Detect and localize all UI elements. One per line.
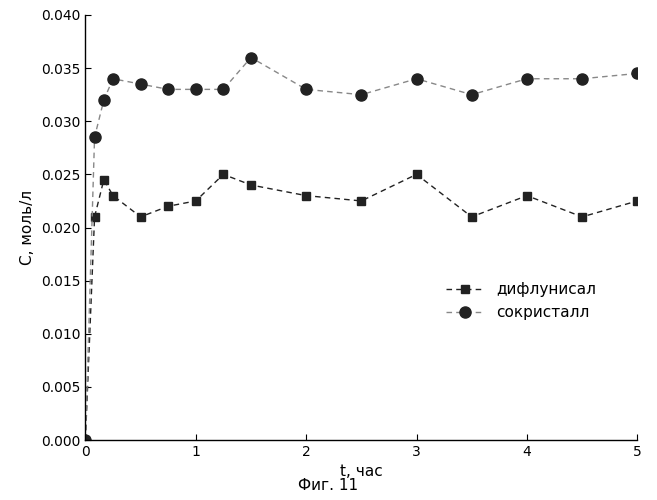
сокристалл <box>109 76 117 82</box>
дифлунисал <box>468 214 476 220</box>
сокристалл <box>523 76 531 82</box>
сокристалл <box>578 76 586 82</box>
дифлунисал <box>137 214 145 220</box>
дифлунисал <box>219 172 227 177</box>
сокристалл <box>219 86 227 92</box>
сокристалл <box>192 86 200 92</box>
сокристалл <box>91 134 99 140</box>
сокристалл <box>357 92 365 98</box>
сокристалл <box>137 81 145 87</box>
Text: Фиг. 11: Фиг. 11 <box>298 478 359 493</box>
дифлунисал <box>523 192 531 198</box>
дифлунисал <box>578 214 586 220</box>
сокристалл <box>100 97 108 103</box>
дифлунисал <box>192 198 200 204</box>
дифлунисал <box>633 198 641 204</box>
сокристалл <box>302 86 310 92</box>
дифлунисал <box>100 176 108 182</box>
сокристалл <box>247 54 255 60</box>
Line: дифлунисал: дифлунисал <box>81 170 641 444</box>
сокристалл <box>468 92 476 98</box>
дифлунисал <box>247 182 255 188</box>
сокристалл <box>81 437 89 443</box>
дифлунисал <box>357 198 365 204</box>
X-axis label: t, час: t, час <box>340 464 383 479</box>
дифлунисал <box>109 192 117 198</box>
сокристалл <box>413 76 420 82</box>
дифлунисал <box>81 437 89 443</box>
дифлунисал <box>164 203 172 209</box>
дифлунисал <box>302 192 310 198</box>
сокристалл <box>164 86 172 92</box>
дифлунисал <box>91 214 99 220</box>
дифлунисал <box>413 172 420 177</box>
Legend: дифлунисал, сокристалл: дифлунисал, сокристалл <box>440 276 602 326</box>
сокристалл <box>633 70 641 76</box>
Y-axis label: C, моль/л: C, моль/л <box>20 190 35 265</box>
Line: сокристалл: сокристалл <box>80 52 643 446</box>
